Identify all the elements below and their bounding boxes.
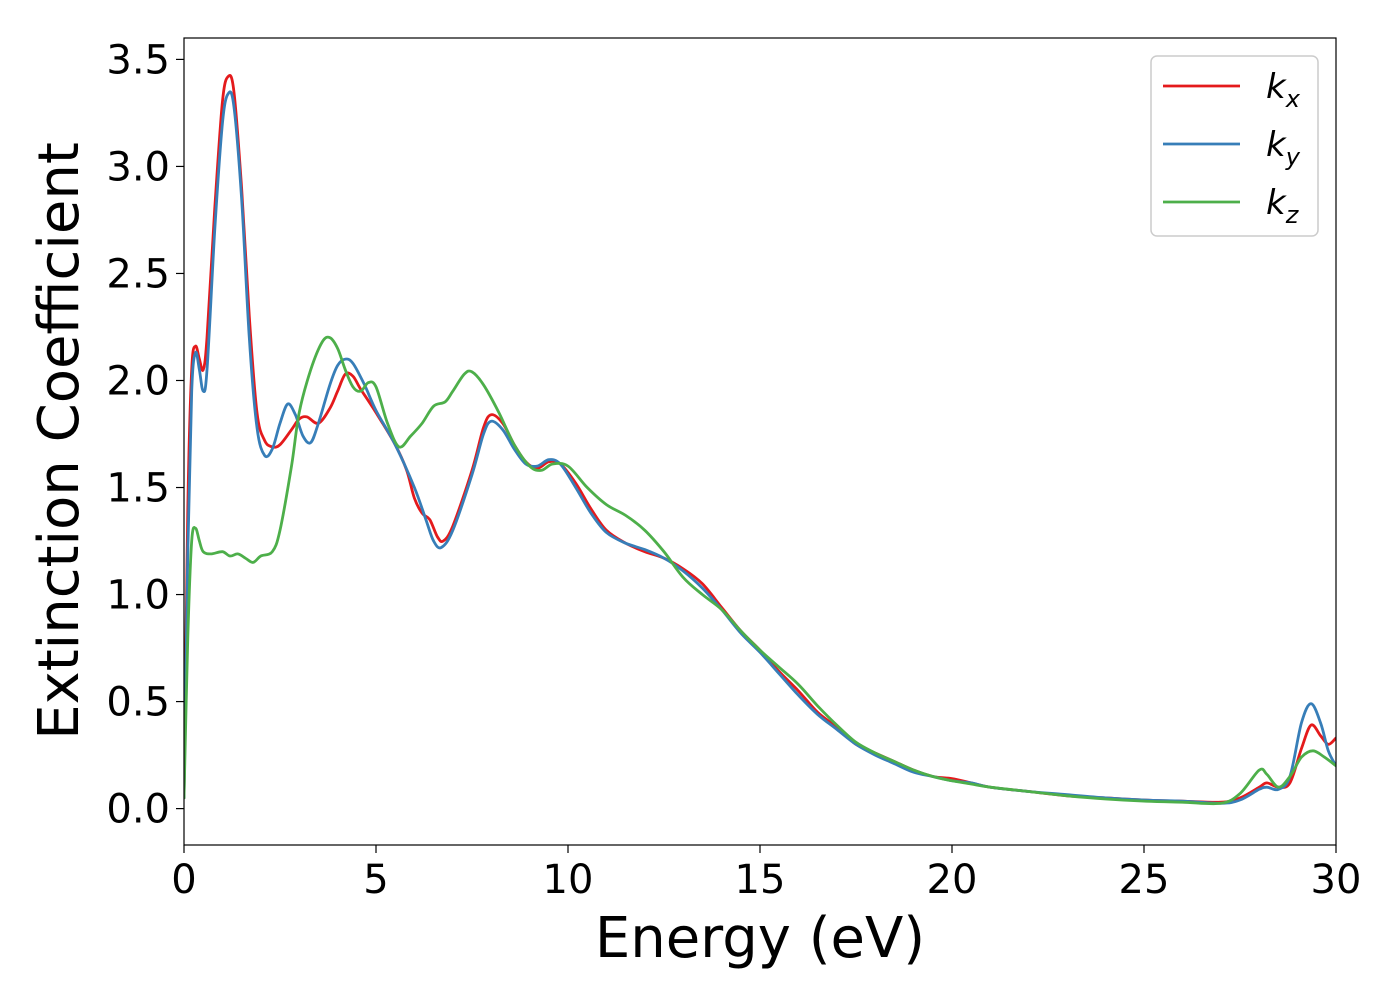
legend: kx ky kz: [1150, 55, 1319, 237]
x-tick-label: 10: [543, 857, 594, 903]
y-tick-label: 2.5: [106, 251, 170, 297]
legend-items: kx ky kz: [1163, 67, 1301, 229]
x-axis-title: Energy (eV): [595, 906, 925, 971]
y-axis: 0.0 0.5 1.0 1.5 2.0 2.5 3.0 3.5: [106, 37, 184, 833]
legend-box: [1150, 55, 1319, 237]
y-axis-title: Extinction Coefficient: [27, 142, 92, 740]
x-tick-label: 20: [927, 857, 978, 903]
y-tick-label: 2.0: [106, 358, 170, 404]
y-tick-label: 3.0: [106, 144, 170, 190]
y-tick-label: 0.0: [106, 787, 170, 833]
x-axis: 0 5 10 15 20 25 30: [171, 845, 1361, 903]
plot-lines: [184, 74, 1336, 806]
x-tick-label: 5: [363, 857, 388, 903]
y-tick-label: 3.5: [106, 37, 170, 83]
y-tick-label: 1.5: [106, 466, 170, 512]
y-tick-label: 0.5: [106, 680, 170, 726]
legend-label-z: kz: [1266, 183, 1300, 229]
x-tick-label: 0: [171, 857, 196, 903]
legend-label-x: kx: [1266, 67, 1301, 113]
x-tick-label: 25: [1119, 857, 1170, 903]
x-tick-label: 15: [735, 857, 786, 903]
x-tick-label: 30: [1311, 857, 1362, 903]
series-line-z: [184, 335, 1336, 806]
legend-label-y: ky: [1266, 125, 1301, 171]
y-tick-label: 1.0: [106, 573, 170, 619]
